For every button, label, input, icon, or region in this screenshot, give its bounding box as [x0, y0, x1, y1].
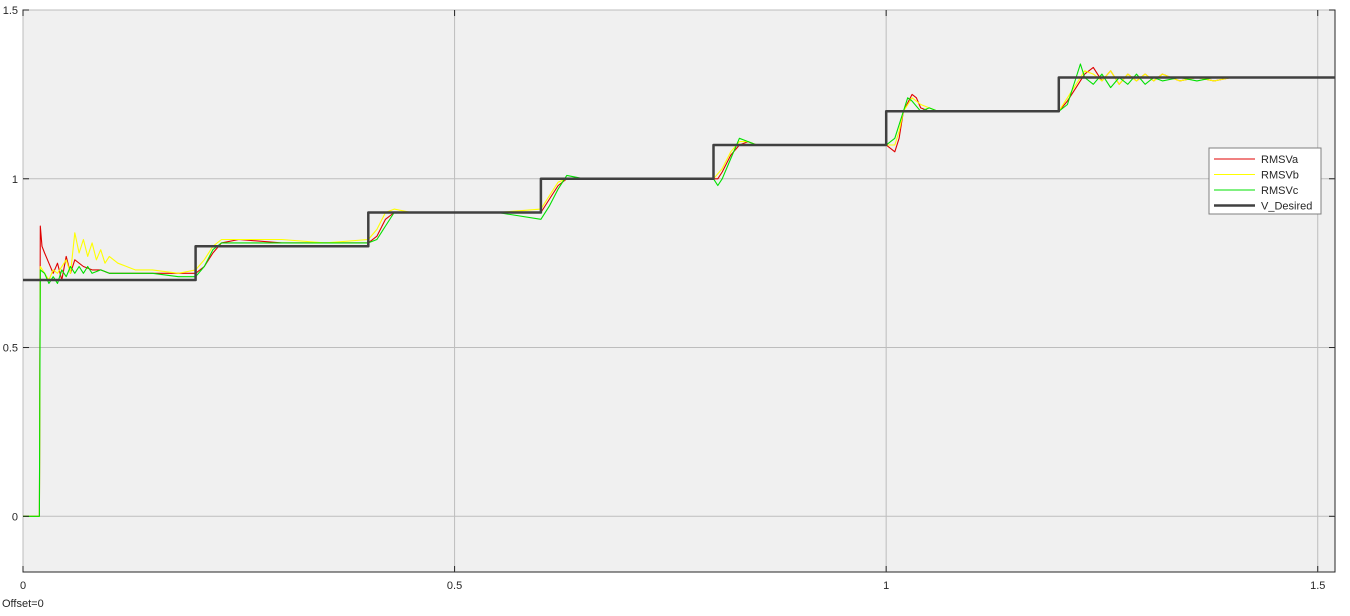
y-tick-label: 1.5 — [3, 5, 18, 17]
legend-label-rmsva: RMSVa — [1261, 154, 1299, 166]
legend-label-rmsvb: RMSVb — [1261, 170, 1299, 182]
series-line-rmsvb — [23, 70, 1335, 517]
legend-label-rmsvc: RMSVc — [1261, 185, 1299, 197]
y-tick-label: 1 — [12, 174, 18, 186]
legend-label-v-desired: V_Desired — [1261, 201, 1312, 213]
tick-layer: 0 0.5 1 1.5 0 0.5 1 1.5 — [3, 5, 1335, 592]
plot-area — [22, 9, 1336, 573]
y-tick-label: 0.5 — [3, 343, 18, 355]
x-tick-label: 0 — [20, 580, 26, 592]
x-tick-label: 1 — [883, 580, 889, 592]
legend[interactable]: RMSVa RMSVb RMSVc V_Desired — [1208, 147, 1322, 215]
series-layer — [23, 63, 1335, 517]
x-tick-label: 0.5 — [447, 580, 462, 592]
x-tick-label: 1.5 — [1310, 580, 1325, 592]
offset-label: Offset=0 — [2, 598, 44, 610]
series-line-v-desired — [23, 76, 1335, 282]
y-tick-label: 0 — [12, 511, 18, 523]
